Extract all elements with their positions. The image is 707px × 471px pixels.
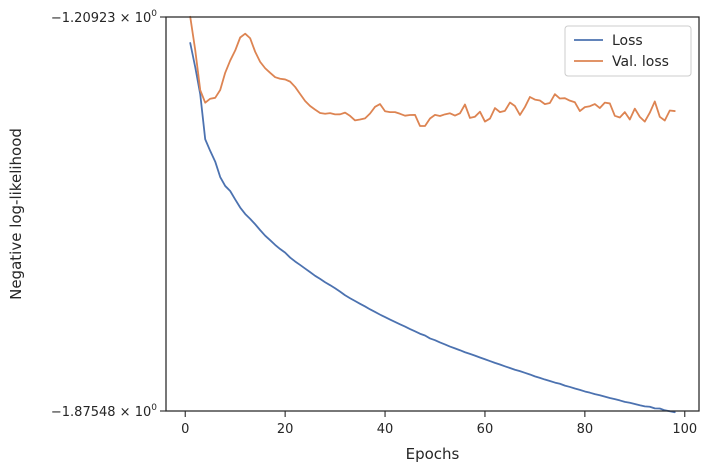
y-axis-label: Negative log-likelihood [7,128,25,300]
y-tick-label: −1.87548 × 100 [51,403,157,420]
y-tick-exponent: 0 [151,403,157,413]
y-tick-times: × [116,11,135,26]
legend: Loss Val. loss [564,25,692,77]
y-tick-times: × [116,405,135,420]
x-tick-label: 40 [377,422,394,437]
x-axis-label: Epochs [406,445,460,463]
axes-background [166,17,699,411]
x-axis-ticks: 0 20 40 60 80 100 [181,411,697,437]
series-line-loss [189,42,676,414]
legend-entry-label: Val. loss [612,54,669,70]
y-axis-ticks: −1.20923 × 100−1.87548 × 100 [51,9,166,420]
x-tick-label: 80 [577,422,594,437]
x-tick-label: 60 [477,422,494,437]
x-tick-label: 20 [277,422,294,437]
legend-frame [564,25,692,77]
y-tick-base: 10 [135,11,152,26]
y-tick-mantissa: −1.87548 [51,405,116,420]
legend-entry-label: Loss [612,33,643,49]
y-tick-mantissa: −1.20923 [51,11,116,26]
x-tick-label: 0 [181,422,189,437]
axes-frame [165,16,700,412]
y-tick-exponent: 0 [151,9,157,19]
series-layer [189,15,676,414]
x-tick-label: 100 [672,422,697,437]
y-tick-base: 10 [135,405,152,420]
series-line-val-loss [189,15,676,127]
plot-area [165,15,700,414]
y-tick-label: −1.20923 × 100 [51,9,157,26]
